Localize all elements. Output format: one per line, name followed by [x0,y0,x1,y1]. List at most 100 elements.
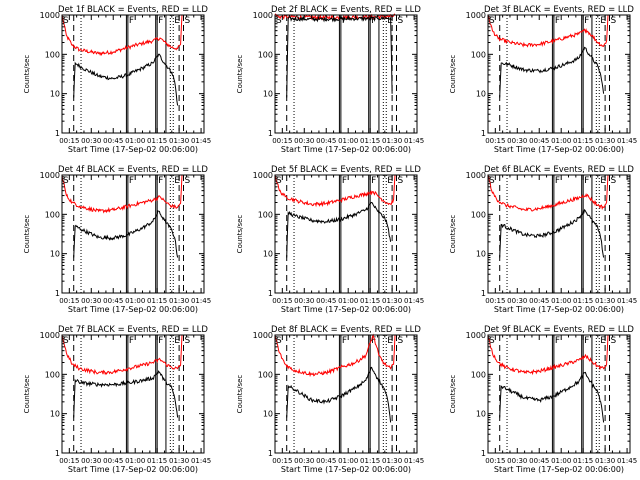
y-axis-label: Counts/sec [449,375,457,414]
x-tick-label: 01:45 [191,457,211,465]
x-tick-label: 00:45 [529,297,549,305]
chart-title: Det 7f BLACK = Events, RED = LLD [58,325,208,335]
y-tick-label: 1000 [466,11,486,20]
event-marker-label: F [342,16,347,26]
y-axis-label: Counts/sec [236,55,244,94]
y-tick-label: 10 [50,250,60,259]
x-tick-label: 00:30 [81,297,101,305]
event-marker-label: S [611,176,617,186]
y-tick-label: 1 [55,449,60,458]
series-lld-line [487,14,609,48]
series-events-line [499,208,605,258]
y-tick-label: 100 [258,370,273,379]
chart-title: Det 5f BLACK = Events, RED = LLD [271,165,421,175]
chart-title: Det 2f BLACK = Events, RED = LLD [271,5,421,15]
event-marker-label: E [600,16,606,26]
x-axis-label: Start Time (17-Sep-02 00:06:00) [281,305,411,314]
panel-5: Det 5f BLACK = Events, RED = LLD Counts/s… [236,165,424,314]
y-tick-label: 10 [263,410,273,419]
x-tick-label: 00:45 [103,137,123,145]
x-tick-label: 01:15 [147,137,167,145]
series-events-line [499,46,605,98]
series-events-line [73,370,179,418]
y-tick-label: 1000 [253,171,273,180]
x-tick-label: 01:00 [338,457,358,465]
y-tick-label: 1000 [40,331,60,340]
y-tick-label: 10 [50,90,60,99]
chart-title: Det 1f BLACK = Events, RED = LLD [58,5,208,15]
x-tick-label: 01:45 [617,457,637,465]
series-lld-line [487,334,609,376]
x-tick-label: 01:30 [382,297,402,305]
chart-title: Det 9f BLACK = Events, RED = LLD [484,325,634,335]
series-lld-line [61,14,183,57]
plot-frame [487,334,631,454]
series-lld-line [274,333,396,378]
x-axis-label: Start Time (17-Sep-02 00:06:00) [68,145,198,154]
x-tick-label: 01:45 [404,297,424,305]
series-events-line [73,210,179,258]
y-tick-label: 1000 [40,171,60,180]
x-tick-label: 01:45 [404,137,424,145]
panel-4: Det 4f BLACK = Events, RED = LLD Counts/s… [23,165,211,314]
x-tick-label: 01:00 [125,137,145,145]
x-tick-label: 00:15 [272,297,292,305]
x-axis-label: Start Time (17-Sep-02 00:06:00) [494,305,624,314]
event-marker-label: S [489,176,495,186]
event-marker-label: F [129,176,134,186]
y-axis-label: Counts/sec [236,375,244,414]
event-marker-label: S [276,336,282,346]
y-axis-label: Counts/sec [449,55,457,94]
x-tick-label: 00:15 [59,457,79,465]
x-tick-label: 00:30 [294,297,314,305]
y-tick-label: 10 [476,410,486,419]
y-axis-label: Counts/sec [236,215,244,254]
plot-frame [274,14,418,134]
event-marker-label: S [611,16,617,26]
event-marker-label: E [174,176,180,186]
event-marker-label: E [387,336,393,346]
y-tick-label: 1000 [466,331,486,340]
series-events-line [286,366,392,423]
x-tick-label: 01:15 [360,137,380,145]
y-tick-label: 10 [50,410,60,419]
panel-8: Det 8f BLACK = Events, RED = LLD Counts/s… [236,325,424,474]
y-tick-label: 1000 [253,11,273,20]
y-tick-label: 100 [471,370,486,379]
x-tick-label: 00:45 [529,457,549,465]
x-tick-label: 01:30 [169,457,189,465]
y-tick-label: 10 [476,250,486,259]
x-tick-label: 00:45 [103,457,123,465]
x-tick-label: 01:00 [125,457,145,465]
event-marker-label: F [158,176,163,186]
x-tick-label: 01:15 [573,297,593,305]
y-axis-label: Counts/sec [23,55,31,94]
x-tick-label: 00:30 [507,297,527,305]
y-tick-label: 100 [471,210,486,219]
plot-frame [274,174,418,294]
y-axis-label: Counts/sec [449,215,457,254]
event-marker-label: F [371,336,376,346]
y-tick-label: 1 [481,129,486,138]
event-marker-label: F [129,336,134,346]
y-tick-label: 100 [45,50,60,59]
x-tick-label: 00:45 [316,457,336,465]
y-axis-label: Counts/sec [23,215,31,254]
event-marker-label: S [185,336,191,346]
series-lld-line [61,174,183,214]
event-marker-label: S [398,336,404,346]
event-marker-label: S [398,16,404,26]
event-marker-label: S [276,16,282,26]
series-lld-line [487,174,609,212]
y-tick-label: 1 [268,449,273,458]
y-tick-label: 1 [481,289,486,298]
x-tick-label: 01:30 [382,137,402,145]
y-tick-label: 1000 [40,11,60,20]
plot-frame [274,334,418,454]
chart-title: Det 6f BLACK = Events, RED = LLD [484,165,634,175]
y-axis-label: Counts/sec [23,375,31,414]
x-tick-label: 01:45 [617,137,637,145]
x-tick-label: 01:30 [595,457,615,465]
y-tick-label: 1000 [253,331,273,340]
x-tick-label: 01:30 [382,457,402,465]
